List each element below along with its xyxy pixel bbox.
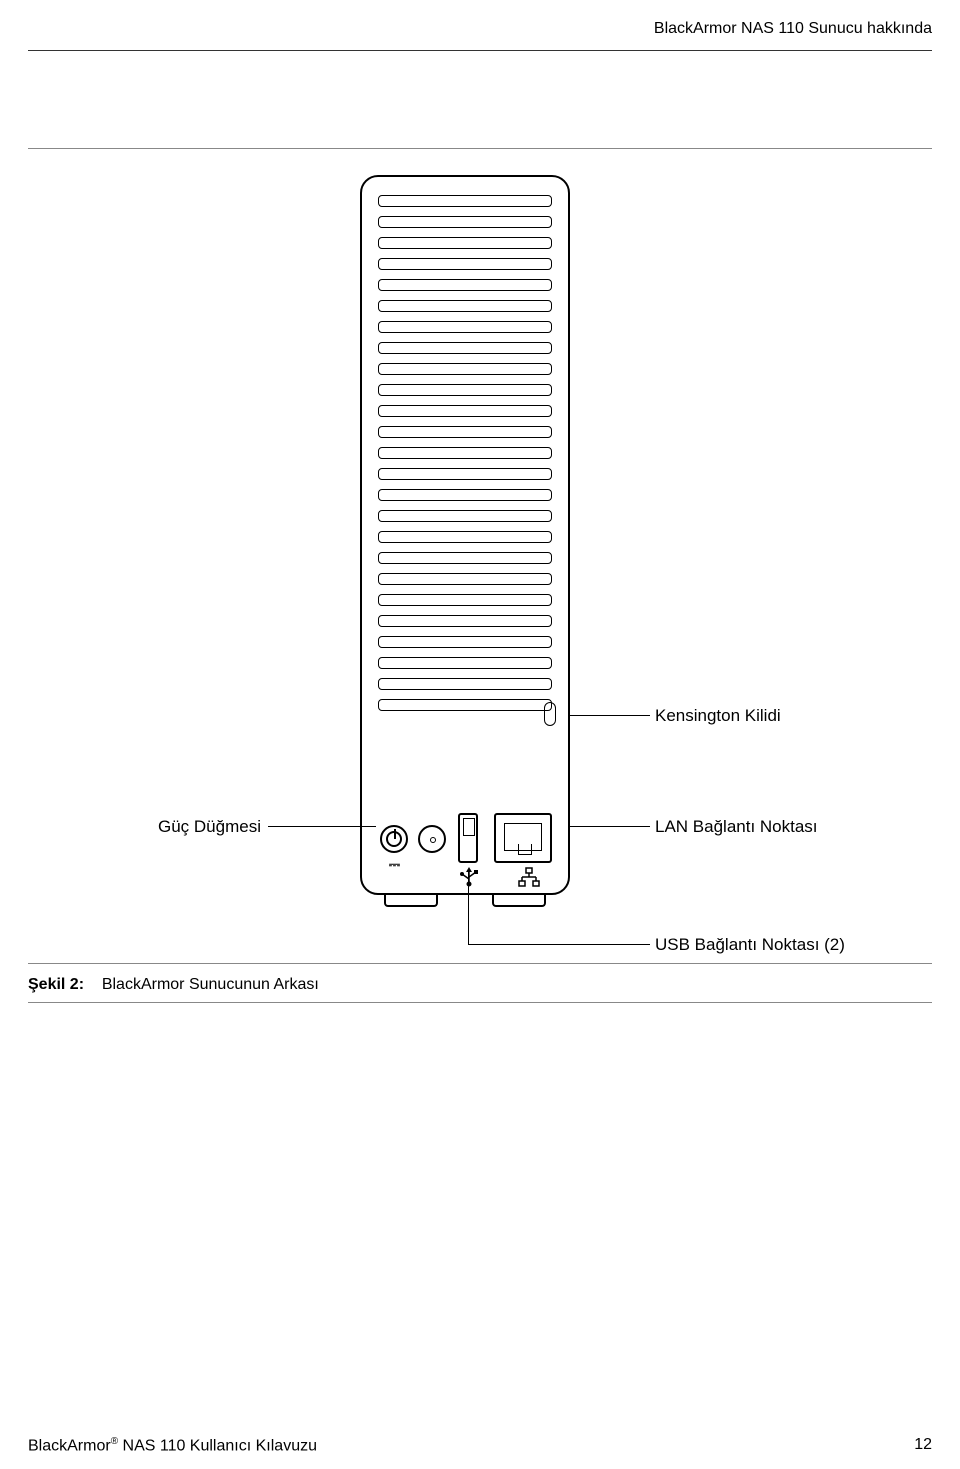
vent-slat <box>378 615 552 627</box>
footer-product-suffix: NAS 110 Kullanıcı Kılavuzu <box>118 1437 317 1454</box>
dc-symbol: ⎓ <box>383 856 405 873</box>
vent-area <box>378 195 552 738</box>
figure-caption: Şekil 2: BlackArmor Sunucunun Arkası <box>28 976 319 994</box>
vent-slat <box>378 657 552 669</box>
vent-slat <box>378 594 552 606</box>
vent-slat <box>378 510 552 522</box>
leader-usb-vertical <box>468 869 469 945</box>
vent-slat <box>378 531 552 543</box>
vent-slat <box>378 426 552 438</box>
leader-kensington <box>570 715 650 716</box>
vent-slat <box>378 321 552 333</box>
device-body: ⎓ <box>360 175 570 895</box>
vent-slat <box>378 195 552 207</box>
registered-mark: ® <box>111 1436 118 1447</box>
top-divider <box>28 50 932 51</box>
vent-slat <box>378 489 552 501</box>
usb-port-icon <box>458 813 478 863</box>
vent-slat <box>378 216 552 228</box>
vent-slat <box>378 237 552 249</box>
footer-product: BlackArmor® NAS 110 Kullanıcı Kılavuzu <box>28 1436 317 1455</box>
page-header-title: BlackArmor NAS 110 Sunucu hakkında <box>654 20 932 38</box>
label-usb-port: USB Bağlantı Noktası (2) <box>655 935 845 955</box>
vent-slat <box>378 699 552 711</box>
vent-slat <box>378 384 552 396</box>
vent-slat <box>378 363 552 375</box>
dc-jack-icon <box>418 825 446 853</box>
vent-slat <box>378 300 552 312</box>
footer-product-prefix: BlackArmor <box>28 1437 111 1454</box>
vent-slat <box>378 678 552 690</box>
kensington-slot <box>544 702 556 726</box>
figure-label: Şekil 2: <box>28 976 84 993</box>
network-symbol-icon <box>518 867 540 887</box>
label-lan-port: LAN Bağlantı Noktası <box>655 817 818 837</box>
vent-slat <box>378 573 552 585</box>
power-button-icon <box>380 825 408 853</box>
vent-slat <box>378 279 552 291</box>
leader-power <box>268 826 376 827</box>
footer-page-number: 12 <box>914 1436 932 1455</box>
vent-slat <box>378 552 552 564</box>
label-kensington: Kensington Kilidi <box>655 706 781 726</box>
usb-symbol-icon <box>458 867 480 887</box>
figure-text: BlackArmor Sunucunun Arkası <box>102 976 319 993</box>
device-foot-right <box>492 893 546 907</box>
lan-port-icon <box>494 813 552 863</box>
vent-slat <box>378 468 552 480</box>
label-power-button: Güç Düğmesi <box>158 817 261 837</box>
vent-slat <box>378 258 552 270</box>
page-footer: BlackArmor® NAS 110 Kullanıcı Kılavuzu 1… <box>28 1436 932 1455</box>
vent-slat <box>378 636 552 648</box>
caption-top-divider <box>28 963 932 964</box>
leader-usb-horizontal <box>468 944 650 945</box>
leader-lan <box>568 826 650 827</box>
vent-slat <box>378 342 552 354</box>
caption-bottom-divider <box>28 1002 932 1003</box>
vent-slat <box>378 447 552 459</box>
vent-slat <box>378 405 552 417</box>
device-foot-left <box>384 893 438 907</box>
diagram-top-divider <box>28 148 932 149</box>
device-rear-diagram: ⎓ Kensington Kilidi Güç Düğmesi LAN Bağl… <box>0 175 960 965</box>
